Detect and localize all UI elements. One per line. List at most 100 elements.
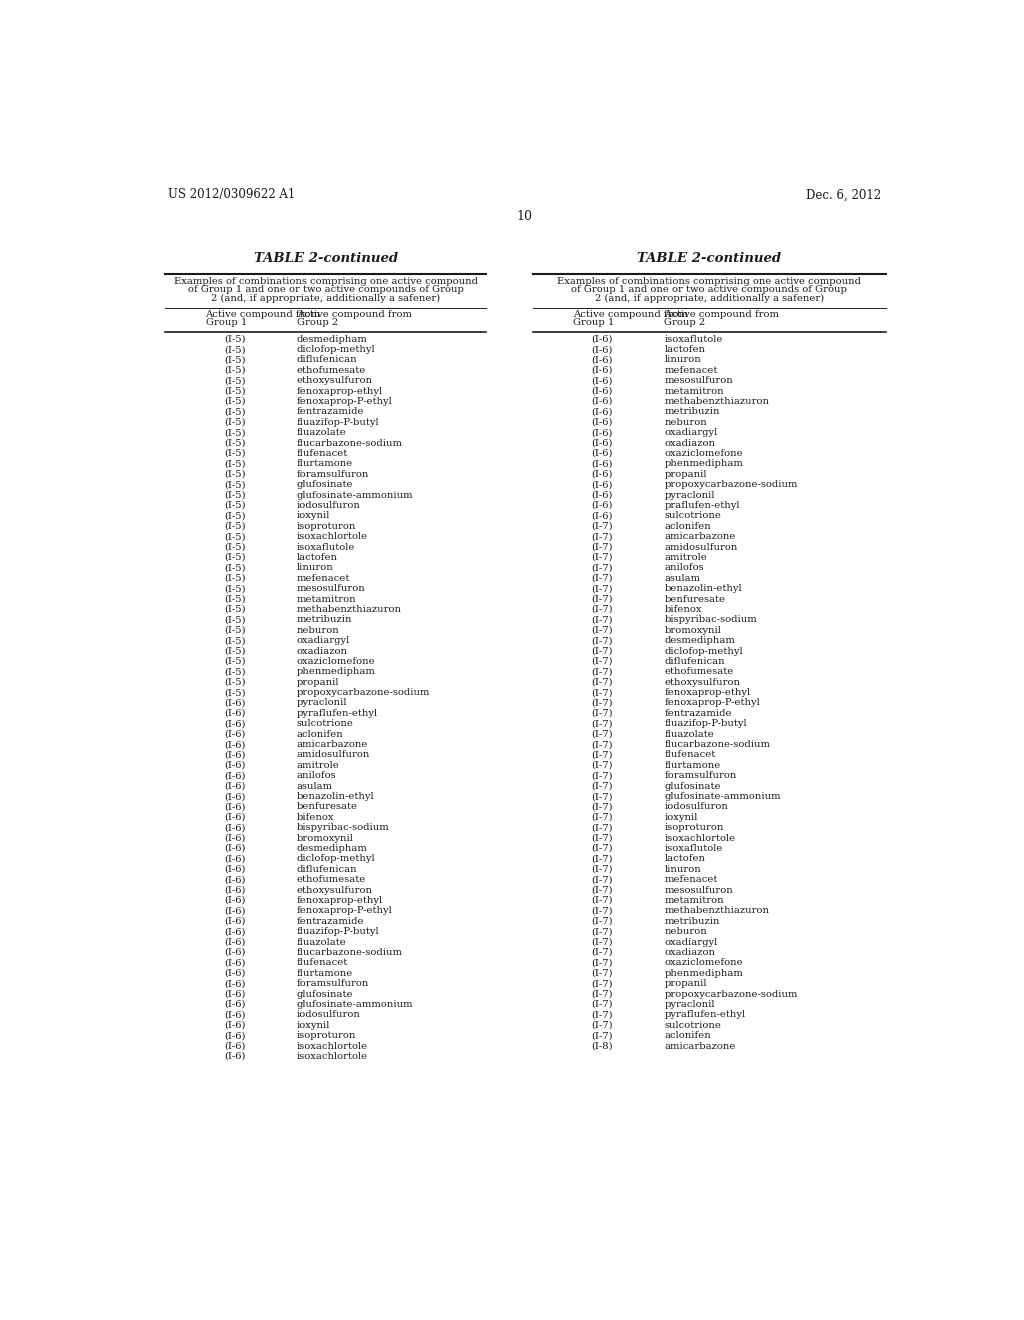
Text: (I-6): (I-6) bbox=[224, 979, 246, 989]
Text: glufosinate: glufosinate bbox=[297, 480, 353, 490]
Text: TABLE 2-continued: TABLE 2-continued bbox=[637, 252, 781, 265]
Text: (I-6): (I-6) bbox=[224, 1001, 246, 1008]
Text: oxadiargyl: oxadiargyl bbox=[665, 937, 718, 946]
Text: sulcotrione: sulcotrione bbox=[665, 1020, 721, 1030]
Text: (I-5): (I-5) bbox=[224, 376, 246, 385]
Text: neburon: neburon bbox=[665, 418, 707, 426]
Text: bromoxynil: bromoxynil bbox=[665, 626, 721, 635]
Text: fluazolate: fluazolate bbox=[297, 428, 347, 437]
Text: metamitron: metamitron bbox=[665, 896, 724, 906]
Text: (I-6): (I-6) bbox=[224, 824, 246, 832]
Text: flucarbazone-sodium: flucarbazone-sodium bbox=[297, 438, 403, 447]
Text: mesosulfuron: mesosulfuron bbox=[665, 376, 733, 385]
Text: (I-8): (I-8) bbox=[592, 1041, 613, 1051]
Text: (I-6): (I-6) bbox=[592, 480, 613, 490]
Text: oxadiazon: oxadiazon bbox=[665, 438, 716, 447]
Text: fenoxaprop-ethyl: fenoxaprop-ethyl bbox=[297, 387, 383, 396]
Text: (I-5): (I-5) bbox=[224, 335, 246, 343]
Text: bromoxynil: bromoxynil bbox=[297, 834, 354, 842]
Text: phenmedipham: phenmedipham bbox=[665, 459, 743, 469]
Text: (I-7): (I-7) bbox=[592, 865, 613, 874]
Text: (I-5): (I-5) bbox=[224, 418, 246, 426]
Text: fenoxaprop-P-ethyl: fenoxaprop-P-ethyl bbox=[297, 397, 392, 407]
Text: (I-6): (I-6) bbox=[224, 875, 246, 884]
Text: (I-6): (I-6) bbox=[592, 366, 613, 375]
Text: glufosinate: glufosinate bbox=[665, 781, 721, 791]
Text: ethoxysulfuron: ethoxysulfuron bbox=[665, 677, 740, 686]
Text: (I-7): (I-7) bbox=[592, 843, 613, 853]
Text: (I-5): (I-5) bbox=[224, 574, 246, 582]
Text: (I-6): (I-6) bbox=[592, 376, 613, 385]
Text: Group 2: Group 2 bbox=[665, 318, 706, 327]
Text: propanil: propanil bbox=[665, 470, 707, 479]
Text: (I-5): (I-5) bbox=[224, 677, 246, 686]
Text: (I-7): (I-7) bbox=[592, 585, 613, 593]
Text: oxadiazon: oxadiazon bbox=[297, 647, 348, 656]
Text: (I-7): (I-7) bbox=[592, 605, 613, 614]
Text: amicarbazone: amicarbazone bbox=[665, 532, 735, 541]
Text: (I-7): (I-7) bbox=[592, 1010, 613, 1019]
Text: (I-7): (I-7) bbox=[592, 792, 613, 801]
Text: (I-7): (I-7) bbox=[592, 677, 613, 686]
Text: flurtamone: flurtamone bbox=[297, 969, 353, 978]
Text: (I-5): (I-5) bbox=[224, 449, 246, 458]
Text: mefenacet: mefenacet bbox=[297, 574, 350, 582]
Text: pyraclonil: pyraclonil bbox=[297, 698, 347, 708]
Text: 10: 10 bbox=[517, 210, 532, 223]
Text: (I-5): (I-5) bbox=[224, 564, 246, 573]
Text: linuron: linuron bbox=[297, 564, 334, 573]
Text: lactofen: lactofen bbox=[297, 553, 338, 562]
Text: (I-7): (I-7) bbox=[592, 854, 613, 863]
Text: (I-6): (I-6) bbox=[224, 886, 246, 895]
Text: diclofop-methyl: diclofop-methyl bbox=[665, 647, 743, 656]
Text: (I-6): (I-6) bbox=[224, 730, 246, 739]
Text: (I-7): (I-7) bbox=[592, 958, 613, 968]
Text: (I-7): (I-7) bbox=[592, 834, 613, 842]
Text: (I-5): (I-5) bbox=[224, 668, 246, 676]
Text: 2 (and, if appropriate, additionally a safener): 2 (and, if appropriate, additionally a s… bbox=[211, 294, 440, 302]
Text: bifenox: bifenox bbox=[665, 605, 701, 614]
Text: (I-7): (I-7) bbox=[592, 719, 613, 729]
Text: (I-6): (I-6) bbox=[224, 990, 246, 998]
Text: of Group 1 and one or two active compounds of Group: of Group 1 and one or two active compoun… bbox=[571, 285, 847, 294]
Text: amidosulfuron: amidosulfuron bbox=[297, 751, 371, 759]
Text: flurtamone: flurtamone bbox=[297, 459, 353, 469]
Text: (I-7): (I-7) bbox=[592, 917, 613, 925]
Text: lactofen: lactofen bbox=[665, 854, 706, 863]
Text: (I-6): (I-6) bbox=[592, 428, 613, 437]
Text: mesosulfuron: mesosulfuron bbox=[297, 585, 366, 593]
Text: flufenacet: flufenacet bbox=[297, 958, 348, 968]
Text: (I-6): (I-6) bbox=[224, 948, 246, 957]
Text: bispyribac-sodium: bispyribac-sodium bbox=[665, 615, 757, 624]
Text: (I-7): (I-7) bbox=[592, 657, 613, 665]
Text: (I-5): (I-5) bbox=[224, 605, 246, 614]
Text: isoxaflutole: isoxaflutole bbox=[297, 543, 355, 552]
Text: (I-6): (I-6) bbox=[224, 813, 246, 822]
Text: anilofos: anilofos bbox=[297, 771, 337, 780]
Text: Active compound from: Active compound from bbox=[206, 310, 321, 319]
Text: iodosulfuron: iodosulfuron bbox=[665, 803, 728, 812]
Text: glufosinate: glufosinate bbox=[297, 990, 353, 998]
Text: mefenacet: mefenacet bbox=[665, 366, 718, 375]
Text: diflufenican: diflufenican bbox=[297, 355, 357, 364]
Text: bifenox: bifenox bbox=[297, 813, 335, 822]
Text: oxaziclomefone: oxaziclomefone bbox=[665, 449, 743, 458]
Text: (I-7): (I-7) bbox=[592, 553, 613, 562]
Text: (I-6): (I-6) bbox=[224, 1041, 246, 1051]
Text: anilofos: anilofos bbox=[665, 564, 703, 573]
Text: pyraclonil: pyraclonil bbox=[665, 1001, 715, 1008]
Text: (I-6): (I-6) bbox=[224, 1020, 246, 1030]
Text: (I-6): (I-6) bbox=[592, 335, 613, 343]
Text: amitrole: amitrole bbox=[297, 760, 340, 770]
Text: desmedipham: desmedipham bbox=[297, 843, 368, 853]
Text: fluazifop-P-butyl: fluazifop-P-butyl bbox=[297, 418, 380, 426]
Text: isoxaflutole: isoxaflutole bbox=[665, 843, 723, 853]
Text: (I-5): (I-5) bbox=[224, 688, 246, 697]
Text: pyraclonil: pyraclonil bbox=[665, 491, 715, 499]
Text: (I-7): (I-7) bbox=[592, 1031, 613, 1040]
Text: (I-6): (I-6) bbox=[224, 927, 246, 936]
Text: (I-7): (I-7) bbox=[592, 824, 613, 832]
Text: methabenzthiazuron: methabenzthiazuron bbox=[665, 907, 769, 915]
Text: isoproturon: isoproturon bbox=[297, 1031, 356, 1040]
Text: linuron: linuron bbox=[665, 865, 701, 874]
